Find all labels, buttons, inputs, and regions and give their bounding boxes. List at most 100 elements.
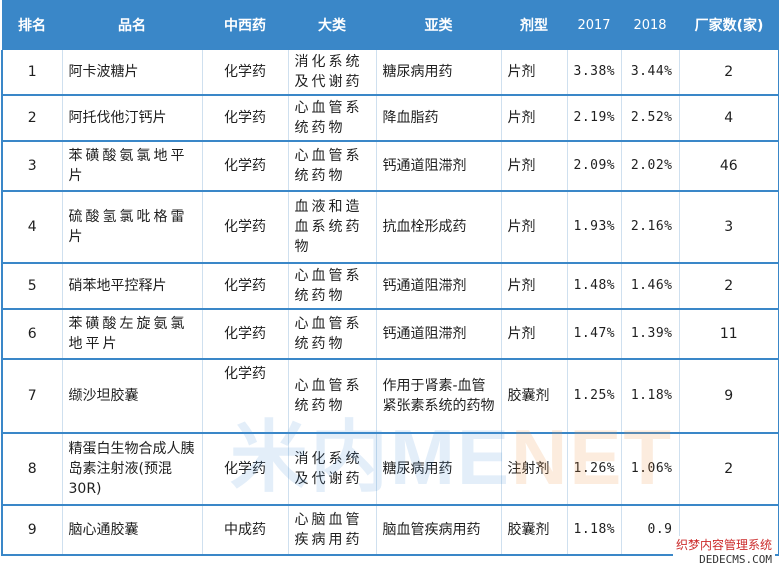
cell-name: 脑心通胶囊 (61, 505, 202, 556)
cell-form: 注射剂 (500, 433, 567, 506)
table-row: 2 阿托伐他汀钙片 化学药 心血管系统药物 降血脂药 片剂 2.19% 2.52… (1, 95, 779, 142)
dedecms-badge-url: DEDECMS.COM (699, 553, 772, 566)
cell-2017: 1.25% (566, 359, 621, 434)
cell-2018: 3.44% (620, 50, 679, 96)
cell-2017: 2.09% (566, 141, 621, 192)
table-row: 8 精蛋白生物合成人胰岛素注射液(预混 30R) 化学药 消化系统及代谢药 糖尿… (1, 433, 779, 506)
cell-rank: 7 (1, 359, 62, 434)
header-form: 剂型 (501, 0, 567, 50)
cell-2018: 2.52% (620, 95, 679, 142)
cell-rank: 8 (1, 433, 62, 506)
table-row: 5 硝苯地平控释片 化学药 心血管系统药物 钙通道阻滞剂 片剂 1.48% 1.… (1, 263, 779, 310)
cell-rank: 4 (1, 191, 62, 264)
cell-category: 血液和造血系统药物 (287, 191, 376, 264)
cell-name: 缬沙坦胶囊 (61, 359, 202, 434)
cell-category: 心脑血管疾病用药 (287, 505, 376, 556)
cell-form: 片剂 (500, 95, 567, 142)
table-row: 3 苯磺酸氨氯地平片 化学药 心血管系统药物 钙通道阻滞剂 片剂 2.09% 2… (1, 141, 779, 192)
header-subcategory: 亚类 (376, 0, 501, 50)
cell-subcategory: 糖尿病用药 (375, 433, 501, 506)
table-row: 1 阿卡波糖片 化学药 消化系统及代谢药 糖尿病用药 片剂 3.38% 3.44… (1, 50, 779, 96)
cell-type: 化学药 (201, 359, 288, 434)
table-row: 9 脑心通胶囊 中成药 心脑血管疾病用药 脑血管疾病用药 胶囊剂 1.18% 0… (1, 505, 779, 556)
cell-makers: 4 (678, 95, 779, 142)
cell-name: 阿托伐他汀钙片 (61, 95, 202, 142)
cell-category: 心血管系统药物 (287, 141, 376, 192)
cell-category: 心血管系统药物 (287, 309, 376, 360)
cell-rank: 2 (1, 95, 62, 142)
cell-category: 心血管系统药物 (287, 263, 376, 310)
cell-name: 阿卡波糖片 (61, 50, 202, 96)
header-rank: 排名 (2, 0, 62, 50)
cell-type: 化学药 (201, 191, 288, 264)
cell-type: 中成药 (201, 505, 288, 556)
cell-subcategory: 钙通道阻滞剂 (375, 263, 501, 310)
cell-rank: 6 (1, 309, 62, 360)
cell-subcategory: 作用于肾素-血管紧张素系统的药物 (375, 359, 501, 434)
cell-2018: 1.06% (620, 433, 679, 506)
cell-type: 化学药 (201, 263, 288, 310)
cell-form: 胶囊剂 (500, 359, 567, 434)
table-header-row: 排名 品名 中西药 大类 亚类 剂型 2017 2018 厂家数(家) (2, 0, 779, 50)
cell-makers: 9 (678, 359, 779, 434)
drug-ranking-table: 排名 品名 中西药 大类 亚类 剂型 2017 2018 厂家数(家) 1 阿卡… (1, 0, 779, 556)
cell-rank: 3 (1, 141, 62, 192)
table-row: 6 苯磺酸左旋氨氯地平片 化学药 心血管系统药物 钙通道阻滞剂 片剂 1.47%… (1, 309, 779, 360)
cell-2018: 2.02% (620, 141, 679, 192)
cell-2018: 1.39% (620, 309, 679, 360)
cell-2018: 1.18% (620, 359, 679, 434)
dedecms-badge-title: 织梦内容管理系统 (675, 538, 772, 552)
cell-2017: 1.18% (566, 505, 621, 556)
cell-name: 苯磺酸左旋氨氯地平片 (61, 309, 202, 360)
cell-2018: 2.16% (620, 191, 679, 264)
cell-form: 片剂 (500, 309, 567, 360)
cell-subcategory: 抗血栓形成药 (375, 191, 501, 264)
cell-type: 化学药 (201, 95, 288, 142)
dedecms-badge[interactable]: 织梦内容管理系统 DEDECMS.COM (672, 536, 775, 568)
header-makers: 厂家数(家) (679, 0, 779, 50)
cell-type: 化学药 (201, 309, 288, 360)
cell-name: 硫酸氢氯吡格雷片 (61, 191, 202, 264)
cell-category: 心血管系统药物 (287, 95, 376, 142)
cell-form: 片剂 (500, 263, 567, 310)
cell-rank: 9 (1, 505, 62, 556)
cell-category: 心血管系统药物 (287, 359, 376, 434)
cell-name: 苯磺酸氨氯地平片 (61, 141, 202, 192)
cell-subcategory: 脑血管疾病用药 (375, 505, 501, 556)
cell-category: 消化系统及代谢药 (287, 433, 376, 506)
cell-2017: 3.38% (566, 50, 621, 96)
table-row: 7 缬沙坦胶囊 化学药 心血管系统药物 作用于肾素-血管紧张素系统的药物 胶囊剂… (1, 359, 779, 434)
cell-2017: 2.19% (566, 95, 621, 142)
cell-form: 片剂 (500, 50, 567, 96)
cell-makers: 2 (678, 50, 779, 96)
cell-type: 化学药 (201, 433, 288, 506)
cell-name: 精蛋白生物合成人胰岛素注射液(预混 30R) (61, 433, 202, 506)
cell-2017: 1.48% (566, 263, 621, 310)
cell-subcategory: 降血脂药 (375, 95, 501, 142)
cell-makers: 2 (678, 433, 779, 506)
cell-rank: 5 (1, 263, 62, 310)
table-row: 4 硫酸氢氯吡格雷片 化学药 血液和造血系统药物 抗血栓形成药 片剂 1.93%… (1, 191, 779, 264)
header-2017: 2017 (567, 0, 621, 50)
cell-type: 化学药 (201, 141, 288, 192)
header-2018: 2018 (621, 0, 679, 50)
cell-2018: 1.46% (620, 263, 679, 310)
cell-form: 胶囊剂 (500, 505, 567, 556)
cell-form: 片剂 (500, 141, 567, 192)
cell-makers: 2 (678, 263, 779, 310)
cell-rank: 1 (1, 50, 62, 96)
cell-2017: 1.26% (566, 433, 621, 506)
cell-makers: 3 (678, 191, 779, 264)
cell-type: 化学药 (201, 50, 288, 96)
header-category: 大类 (288, 0, 376, 50)
cell-name: 硝苯地平控释片 (61, 263, 202, 310)
cell-subcategory: 糖尿病用药 (375, 50, 501, 96)
cell-2017: 1.47% (566, 309, 621, 360)
cell-subcategory: 钙通道阻滞剂 (375, 309, 501, 360)
cell-category: 消化系统及代谢药 (287, 50, 376, 96)
header-type: 中西药 (202, 0, 288, 50)
cell-subcategory: 钙通道阻滞剂 (375, 141, 501, 192)
cell-makers: 46 (678, 141, 779, 192)
cell-2017: 1.93% (566, 191, 621, 264)
cell-makers: 11 (678, 309, 779, 360)
